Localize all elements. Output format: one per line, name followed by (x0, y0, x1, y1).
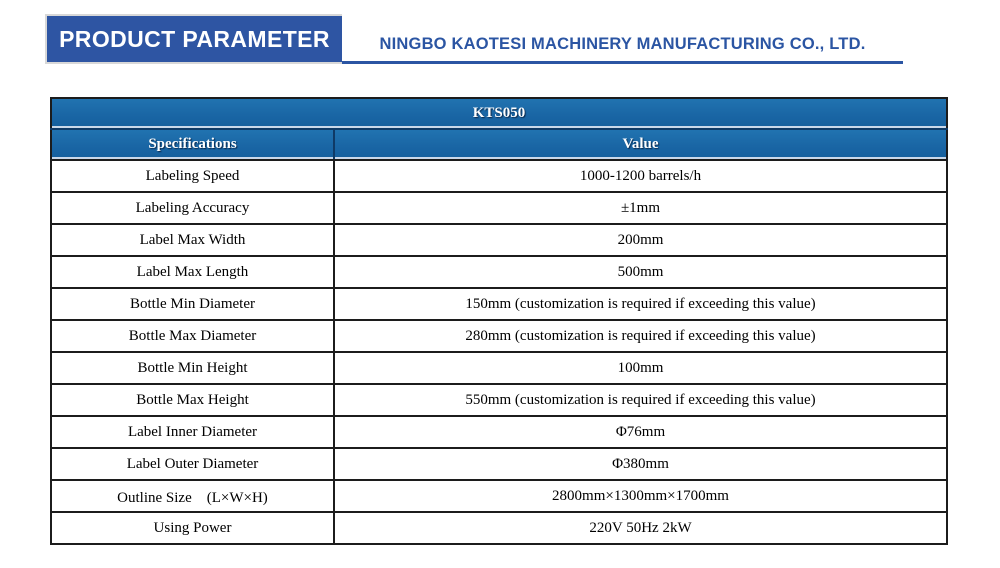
column-header-row: Specifications Value (51, 129, 947, 161)
table-row: Labeling Accuracy ±1mm (50, 191, 948, 225)
spec-name-cell: Labeling Accuracy (50, 191, 335, 225)
spec-name-cell: Labeling Speed (50, 159, 335, 193)
spec-value-cell: 200mm (333, 223, 948, 257)
spec-value-cell: 550mm (customization is required if exce… (333, 383, 948, 417)
model-name-header: KTS050 (51, 98, 947, 130)
spec-name-cell: Bottle Min Diameter (50, 287, 335, 321)
spec-name-cell: Label Outer Diameter (50, 447, 335, 481)
table-row: Label Inner Diameter Φ76mm (50, 415, 948, 449)
spec-value-cell: 150mm (customization is required if exce… (333, 287, 948, 321)
spec-value-cell: ±1mm (333, 191, 948, 225)
spec-value-cell: 280mm (customization is required if exce… (333, 319, 948, 353)
table-row: Bottle Max Diameter 280mm (customization … (50, 319, 948, 353)
header-divider-line (342, 61, 903, 64)
product-parameter-table: KTS050 Specifications Value Labeling Spe… (50, 97, 948, 545)
spec-value-cell: Φ380mm (333, 447, 948, 481)
spec-value-cell: Φ76mm (333, 415, 948, 449)
spec-name-cell: Using Power (50, 511, 335, 545)
spec-table-body: Labeling Speed 1000-1200 barrels/h Labelin… (50, 159, 948, 545)
spec-value-cell: 220V 50Hz 2kW (333, 511, 948, 545)
spec-name-cell: Bottle Min Height (50, 351, 335, 385)
model-header-row: KTS050 (51, 98, 947, 130)
column-header-specifications: Specifications (51, 129, 334, 161)
product-parameter-title-box: PRODUCT PARAMETER (45, 14, 342, 64)
spec-name-cell: Label Inner Diameter (50, 415, 335, 449)
spec-value-cell: 100mm (333, 351, 948, 385)
table-row: Bottle Min Diameter 150mm (customization … (50, 287, 948, 321)
page-title: PRODUCT PARAMETER (59, 25, 330, 52)
table-row: Using Power 220V 50Hz 2kW (50, 511, 948, 545)
spec-name-cell: Label Max Length (50, 255, 335, 289)
table-row: Bottle Max Height 550mm (customization is… (50, 383, 948, 417)
spec-value-cell: 2800mm×1300mm×1700mm (333, 479, 948, 513)
table-row: Labeling Speed 1000-1200 barrels/h (50, 159, 948, 193)
spec-value-cell: 1000-1200 barrels/h (333, 159, 948, 193)
column-header-value: Value (333, 129, 947, 161)
table-row: Label Max Width 200mm (50, 223, 948, 257)
spec-name-cell: Bottle Max Diameter (50, 319, 335, 353)
table-row: Label Max Length 500mm (50, 255, 948, 289)
spec-name-cell: Bottle Max Height (50, 383, 335, 417)
spec-value-cell: 500mm (333, 255, 948, 289)
company-name: NINGBO KAOTESI MACHINERY MANUFACTURING C… (379, 35, 866, 53)
spec-name-cell: Label Max Width (50, 223, 335, 257)
table-row: Bottle Min Height 100mm (50, 351, 948, 385)
table-row: Outline Size (L×W×H) 2800mm×1300mm×1700mm (50, 479, 948, 513)
spec-name-cell: Outline Size (L×W×H) (50, 479, 335, 513)
table-row: Label Outer Diameter Φ380mm (50, 447, 948, 481)
